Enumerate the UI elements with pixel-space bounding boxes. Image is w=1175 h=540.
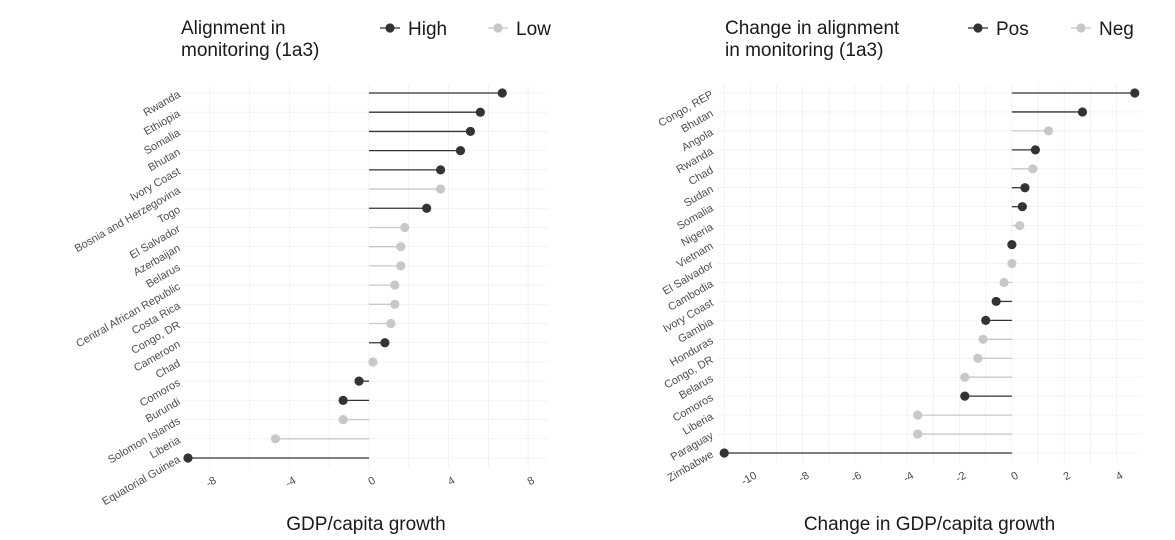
x-tick-label: 8 (525, 475, 536, 488)
lollipop-point-somalia (465, 126, 476, 137)
lollipop-point-zimbabwe (719, 448, 729, 458)
x-tick-label: -4 (284, 475, 298, 490)
legend-title: in monitoring (1a3) (725, 40, 883, 61)
lollipop-point-gambia (981, 315, 991, 325)
lollipop-point-vietnam (1007, 239, 1017, 250)
lollipop-chart-alignment: -8 -4 0 4 8RwandaEthiopiaSomaliaBhutanIvory … (73, 18, 551, 535)
x-axis-title: Change in GDP/capita growth (804, 514, 1055, 535)
lollipop-point-togo (422, 203, 432, 213)
lollipop-point-chad (368, 357, 378, 367)
lollipop-point-nigeria (1015, 221, 1025, 231)
x-tick-label: 0 (1009, 470, 1020, 483)
lollipop-point-bosnia-and-herzegovina (435, 184, 446, 194)
lollipop-point-comoros (960, 391, 970, 401)
x-tick-label: -6 (849, 470, 863, 485)
lollipop-point-ivory-coast (435, 165, 446, 175)
lollipop-point-sudan (1020, 183, 1030, 193)
lollipop-point-somalia (1017, 202, 1027, 212)
legend-key-point (493, 23, 503, 33)
lollipop-point-liberia (270, 434, 281, 444)
x-tick-label: -8 (797, 470, 811, 485)
lollipop-point-azerbaijan (396, 242, 406, 252)
lollipop-point-angola (1043, 126, 1054, 136)
lollipop-point-paraguay (913, 429, 923, 439)
lollipop-point-ivory-coast (991, 296, 1001, 307)
legend-label-high: High (408, 19, 447, 40)
legend-key-point (1076, 23, 1086, 33)
x-tick-label: -4 (901, 470, 915, 485)
lollipop-marks (183, 88, 507, 463)
legend-key-high (380, 23, 400, 33)
gridlines (184, 85, 548, 468)
lollipop-point-cambodia (999, 277, 1009, 288)
lollipop-point-costa-rica (390, 299, 400, 309)
x-tick-label: -2 (954, 470, 968, 485)
legend-key-point (973, 23, 983, 33)
lollipop-point-chad (1028, 164, 1038, 174)
x-tick-label: -10 (739, 470, 759, 488)
lollipop-point-congo-dr (973, 353, 983, 363)
x-tick-label: 0 (366, 475, 377, 488)
legend-key-neg (1071, 23, 1091, 33)
legend-title: Alignment in (181, 18, 286, 39)
x-axis-title: GDP/capita growth (286, 514, 445, 535)
x-tick-label: -8 (204, 475, 218, 490)
legend-key-low (488, 23, 508, 33)
lollipop-point-el-salvador (400, 222, 410, 233)
lollipop-point-congo-dr (386, 318, 396, 329)
lollipop-point-congo-rep (1130, 88, 1140, 98)
legend-label-low: Low (516, 19, 551, 40)
lollipop-point-burundi (338, 395, 348, 405)
lollipop-point-belarus (960, 372, 970, 382)
lollipop-point-comoros (354, 376, 364, 386)
gridlines (717, 85, 1142, 463)
lollipop-point-rwanda (1030, 145, 1041, 155)
lollipop-point-equatorial-guinea (183, 453, 193, 463)
x-tick-label: 4 (1114, 470, 1125, 483)
lollipop-point-liberia (913, 410, 923, 420)
lollipop-point-bhutan (1077, 107, 1088, 117)
lollipop-marks (719, 88, 1140, 458)
legend-key-pos (968, 23, 988, 33)
lollipop-point-el-salvador (1007, 258, 1017, 269)
lollipop-point-rwanda (497, 88, 507, 98)
lollipop-point-solomon-islands (338, 414, 348, 425)
lollipop-point-central-african-republic (390, 280, 400, 290)
lollipop-point-cameroon (380, 338, 390, 348)
lollipop-point-belarus (396, 261, 406, 271)
lollipop-point-ethiopia (475, 107, 485, 117)
x-tick-label: 2 (1062, 470, 1073, 483)
x-tick-label: 4 (446, 475, 457, 488)
legend-title: monitoring (1a3) (181, 40, 319, 61)
legend-label-pos: Pos (996, 19, 1029, 40)
lollipop-point-honduras (978, 334, 988, 344)
legend-title: Change in alignment (725, 18, 900, 39)
legend-label-neg: Neg (1099, 19, 1134, 40)
legend-key-point (385, 23, 395, 33)
lollipop-point-bhutan (455, 146, 466, 156)
